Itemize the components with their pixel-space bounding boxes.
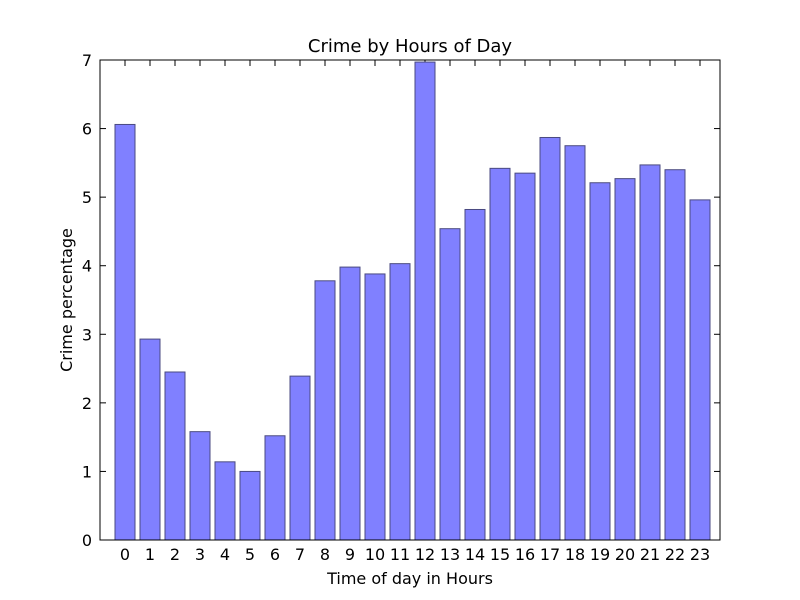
y-axis-label: Crime percentage [57, 228, 76, 372]
y-tick-label: 7 [82, 51, 92, 70]
y-tick-label: 5 [82, 188, 92, 207]
bar-hour-4 [214, 461, 236, 541]
bar-hour-1 [139, 338, 161, 541]
bar-hour-0 [114, 123, 136, 541]
chart-title: Crime by Hours of Day [308, 36, 513, 57]
bar-hour-10 [364, 273, 386, 541]
y-tick-label: 2 [82, 394, 92, 413]
y-tick-label: 4 [82, 257, 92, 276]
x-tick-label: 5 [245, 545, 255, 564]
bar-hour-7 [289, 375, 311, 541]
bar-hour-15 [489, 167, 511, 541]
bar-hour-19 [589, 182, 611, 541]
y-tick-label: 3 [82, 325, 92, 344]
x-axis-ticks: 0 1 2 3 4 5 6 7 8 9 10 11 12 13 14 15 16 17 18 19 20 21 22 23 [120, 60, 710, 564]
x-tick-label: 1 [145, 545, 155, 564]
bar-hour-16 [514, 172, 536, 541]
x-tick-label: 11 [390, 545, 410, 564]
x-axis-label: Time of day in Hours [326, 569, 493, 588]
x-tick-label: 7 [295, 545, 305, 564]
x-tick-label: 22 [665, 545, 685, 564]
x-tick-label: 21 [640, 545, 660, 564]
x-tick-label: 3 [195, 545, 205, 564]
bar-hour-13 [439, 228, 461, 541]
x-tick-label: 13 [440, 545, 460, 564]
axes-frame [99, 59, 721, 541]
bar-hour-18 [564, 145, 586, 541]
bar-hour-2 [164, 371, 186, 541]
bar-hour-5 [239, 470, 261, 541]
bar-hour-6 [264, 435, 286, 541]
bar-hour-23 [689, 199, 711, 541]
x-tick-label: 4 [220, 545, 230, 564]
bar-hour-8 [314, 280, 336, 541]
bar-hour-9 [339, 266, 361, 541]
bar-series [114, 61, 711, 541]
bar-hour-21 [639, 164, 661, 541]
x-tick-label: 0 [120, 545, 130, 564]
x-tick-label: 9 [345, 545, 355, 564]
bar-hour-14 [464, 208, 486, 541]
y-axis-ticks: 0 1 2 3 4 5 6 7 [82, 51, 720, 550]
y-tick-label: 6 [82, 120, 92, 139]
x-tick-label: 19 [590, 545, 610, 564]
bar-hour-17 [539, 136, 561, 541]
x-tick-label: 10 [365, 545, 385, 564]
bar-hour-11 [389, 263, 411, 541]
x-tick-label: 12 [415, 545, 435, 564]
y-tick-label: 1 [82, 462, 92, 481]
x-tick-label: 23 [690, 545, 710, 564]
bar-hour-12 [414, 61, 436, 541]
x-tick-label: 18 [565, 545, 585, 564]
bar-hour-3 [189, 431, 211, 541]
x-tick-label: 2 [170, 545, 180, 564]
bar-hour-20 [614, 178, 636, 541]
x-tick-label: 6 [270, 545, 280, 564]
x-tick-label: 8 [320, 545, 330, 564]
x-tick-label: 15 [490, 545, 510, 564]
x-tick-label: 16 [515, 545, 535, 564]
x-tick-label: 20 [615, 545, 635, 564]
bar-hour-22 [664, 169, 686, 541]
y-tick-label: 0 [82, 531, 92, 550]
x-tick-label: 17 [540, 545, 560, 564]
x-tick-label: 14 [465, 545, 485, 564]
